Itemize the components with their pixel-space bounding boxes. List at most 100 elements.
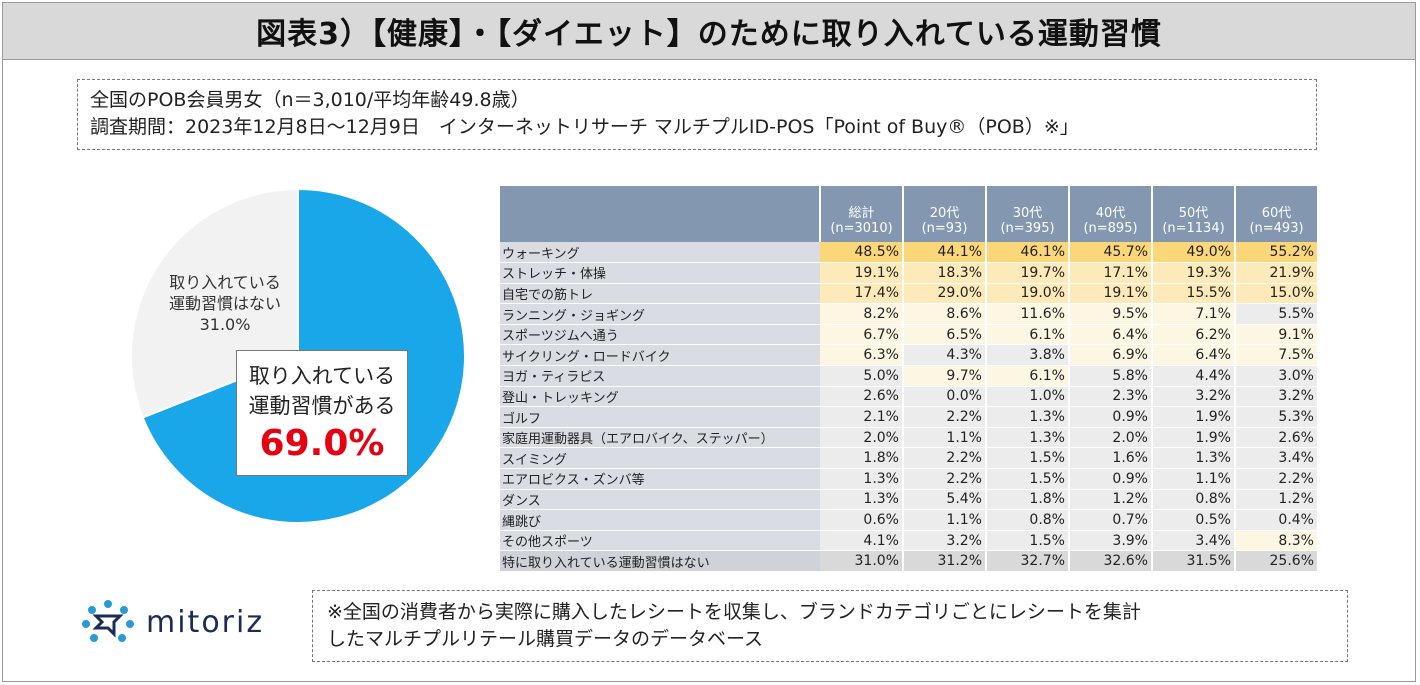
- table-row: ストレッチ・体操 19.1% 18.3% 19.7% 17.1% 19.3% 21.9%: [500, 262, 1319, 284]
- row-label: ウォーキング: [500, 242, 820, 264]
- value-cell: 4.4%: [1152, 365, 1236, 387]
- value-cell: 6.7%: [820, 324, 904, 346]
- value-cell: 0.9%: [1069, 468, 1153, 490]
- value-cell: 1.3%: [1152, 447, 1236, 470]
- column-header: 50代 (n=1134): [1152, 186, 1236, 242]
- value-cell: 21.9%: [1235, 262, 1319, 284]
- column-header: 30代 (n=395): [986, 186, 1070, 242]
- value-cell: 25.6%: [1235, 550, 1319, 572]
- value-cell: 6.3%: [820, 344, 904, 367]
- pie-label-none: 取り入れている 運動習慣はない 31.0%: [160, 272, 290, 335]
- value-cell: 31.5%: [1152, 550, 1236, 572]
- value-cell: 0.6%: [820, 509, 904, 531]
- column-header-n: (n=493): [1249, 221, 1304, 236]
- row-label: スイミング: [500, 447, 820, 470]
- value-cell: 9.7%: [903, 365, 987, 387]
- logo-text: mitoriz: [146, 604, 265, 640]
- value-cell: 2.1%: [820, 406, 904, 428]
- table-row: ランニング・ジョギング 8.2% 8.6% 11.6% 9.5% 7.1% 5.5%: [500, 303, 1319, 325]
- value-cell: 1.3%: [986, 427, 1070, 449]
- value-cell: 19.7%: [986, 262, 1070, 284]
- row-label: 特に取り入れている運動習慣はない: [500, 550, 820, 572]
- value-cell: 32.6%: [1069, 550, 1153, 572]
- row-label: ダンス: [500, 489, 820, 511]
- value-cell: 2.2%: [903, 447, 987, 470]
- table-corner-cell: [500, 186, 821, 242]
- value-cell: 3.4%: [1235, 447, 1319, 470]
- column-header-n: (n=3010): [830, 221, 893, 236]
- column-header: 40代 (n=895): [1069, 186, 1153, 242]
- value-cell: 3.2%: [903, 530, 987, 552]
- page-title: 図表3）【健康】・【ダイエット】のために取り入れている運動習慣: [256, 17, 1162, 52]
- row-label: 登山・トレッキング: [500, 386, 820, 408]
- value-cell: 49.0%: [1152, 242, 1236, 264]
- column-header-n: (n=1134): [1162, 221, 1225, 236]
- value-cell: 1.6%: [1069, 447, 1153, 470]
- value-cell: 3.9%: [1069, 530, 1153, 552]
- footnote-box: ※全国の消費者から実際に購入したレシートを収集し、ブランドカテゴリごとにレシート…: [312, 590, 1348, 662]
- value-cell: 46.1%: [986, 242, 1070, 264]
- column-header-label: 総計: [848, 206, 875, 221]
- footnote-line1: ※全国の消費者から実際に購入したレシートを収集し、ブランドカテゴリごとにレシート…: [327, 601, 1141, 623]
- column-header: 60代 (n=493): [1235, 186, 1319, 242]
- value-cell: 1.2%: [1069, 489, 1153, 511]
- exercise-table: 総計 (n=3010) 20代 (n=93) 30代 (n=395) 40代 (n=895) 5…: [500, 186, 1319, 572]
- pie-callout-box: 取り入れている 運動習慣がある 69.0%: [236, 350, 408, 476]
- value-cell: 7.1%: [1152, 303, 1236, 325]
- table-row: 家庭用運動器具（エアロバイク、ステッパー） 2.0% 1.1% 1.3% 2.0% 1.9…: [500, 427, 1319, 449]
- table-row: サイクリング・ロードバイク 6.3% 4.3% 3.8% 6.9% 6.4% 7.5%: [500, 344, 1319, 367]
- column-header: 総計 (n=3010): [820, 186, 904, 242]
- footnote-line2: したマルチプルリテール購買データのデータベース: [327, 628, 764, 650]
- value-cell: 19.3%: [1152, 262, 1236, 284]
- value-cell: 0.8%: [986, 509, 1070, 531]
- exercise-table-wrap: 総計 (n=3010) 20代 (n=93) 30代 (n=395) 40代 (n=895) 5…: [500, 186, 1319, 572]
- column-header-label: 30代: [1012, 206, 1043, 221]
- value-cell: 1.1%: [903, 509, 987, 531]
- value-cell: 6.9%: [1069, 344, 1153, 367]
- value-cell: 2.6%: [820, 386, 904, 408]
- value-cell: 1.5%: [986, 530, 1070, 552]
- column-header-n: (n=895): [1083, 221, 1138, 236]
- value-cell: 2.2%: [903, 406, 987, 428]
- value-cell: 15.0%: [1235, 283, 1319, 305]
- value-cell: 2.0%: [820, 427, 904, 449]
- table-row: スイミング 1.8% 2.2% 1.5% 1.6% 1.3% 3.4%: [500, 447, 1319, 470]
- pie-callout-line2: 運動習慣がある: [248, 394, 396, 418]
- column-header-label: 40代: [1095, 206, 1126, 221]
- value-cell: 7.5%: [1235, 344, 1319, 367]
- value-cell: 4.1%: [820, 530, 904, 552]
- column-header-label: 20代: [929, 206, 960, 221]
- value-cell: 5.3%: [1235, 406, 1319, 428]
- row-label: 縄跳び: [500, 509, 820, 531]
- row-label: ヨガ・ティラピス: [500, 365, 820, 387]
- column-header-label: 60代: [1261, 206, 1292, 221]
- table-row: その他スポーツ 4.1% 3.2% 1.5% 3.9% 3.4% 8.3%: [500, 530, 1319, 552]
- value-cell: 3.2%: [1235, 386, 1319, 408]
- value-cell: 2.2%: [1235, 468, 1319, 490]
- value-cell: 5.4%: [903, 489, 987, 511]
- value-cell: 11.6%: [986, 303, 1070, 325]
- table-row: 特に取り入れている運動習慣はない 31.0% 31.2% 32.7% 32.6% 31.5…: [500, 550, 1319, 572]
- value-cell: 6.4%: [1069, 324, 1153, 346]
- value-cell: 45.7%: [1069, 242, 1153, 264]
- value-cell: 5.8%: [1069, 365, 1153, 387]
- value-cell: 2.3%: [1069, 386, 1153, 408]
- mitoriz-logo: mitoriz: [78, 596, 264, 648]
- table-row: 登山・トレッキング 2.6% 0.0% 1.0% 2.3% 3.2% 3.2%: [500, 386, 1319, 408]
- value-cell: 5.0%: [820, 365, 904, 387]
- value-cell: 17.4%: [820, 283, 904, 305]
- value-cell: 17.1%: [1069, 262, 1153, 284]
- value-cell: 1.5%: [986, 468, 1070, 490]
- table-row: ヨガ・ティラピス 5.0% 9.7% 6.1% 5.8% 4.4% 3.0%: [500, 365, 1319, 387]
- table-row: スポーツジムへ通う 6.7% 6.5% 6.1% 6.4% 6.2% 9.1%: [500, 324, 1319, 346]
- value-cell: 9.1%: [1235, 324, 1319, 346]
- row-label: ランニング・ジョギング: [500, 303, 820, 325]
- pie-label-none-line2: 運動習慣はない: [168, 294, 281, 313]
- value-cell: 19.1%: [820, 262, 904, 284]
- value-cell: 8.3%: [1235, 530, 1319, 552]
- table-row: ゴルフ 2.1% 2.2% 1.3% 0.9% 1.9% 5.3%: [500, 406, 1319, 428]
- value-cell: 8.6%: [903, 303, 987, 325]
- row-label: サイクリング・ロードバイク: [500, 344, 820, 367]
- value-cell: 1.8%: [986, 489, 1070, 511]
- value-cell: 0.5%: [1152, 509, 1236, 531]
